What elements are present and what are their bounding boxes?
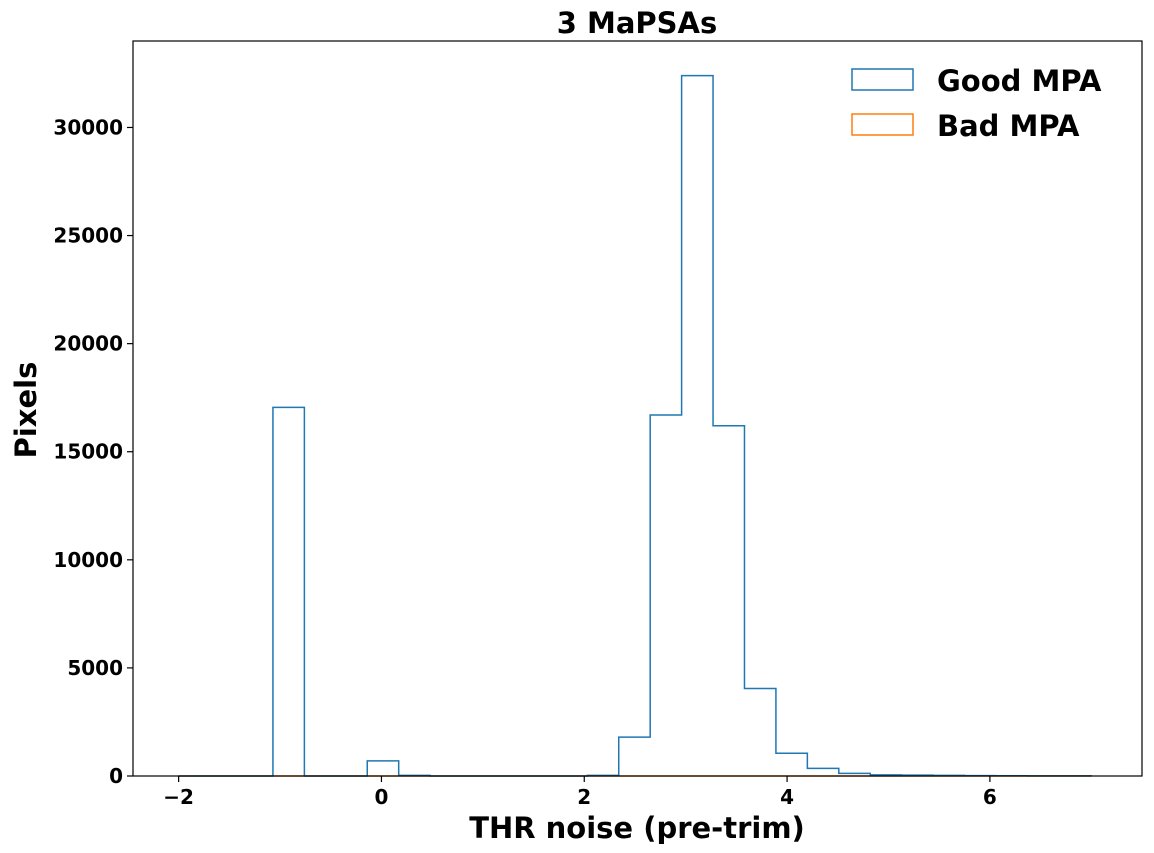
plot-frame xyxy=(132,40,1143,777)
x-tick-label: 6 xyxy=(983,785,997,809)
x-tick-label: 2 xyxy=(577,785,591,809)
y-tick-label: 15000 xyxy=(53,440,123,464)
y-axis: 0 5000 10000 15000 20000 25000 30000 xyxy=(53,115,133,788)
chart-title: 3 MaPSAs xyxy=(557,6,718,40)
x-tick-label: −2 xyxy=(163,785,194,809)
y-tick-label: 30000 xyxy=(53,115,123,139)
legend-label-2: Bad MPA xyxy=(937,109,1080,143)
legend-label-1: Good MPA xyxy=(937,64,1102,98)
y-tick-label: 5000 xyxy=(67,656,123,680)
legend-swatch-2 xyxy=(851,113,914,136)
series-1-step-outline xyxy=(178,74,1093,777)
x-tick-label: 0 xyxy=(374,785,388,809)
plot-area xyxy=(178,74,1093,777)
x-axis-label: THR noise (pre-trim) xyxy=(469,811,805,845)
y-axis-label: Pixels xyxy=(9,362,43,459)
y-tick-label: 25000 xyxy=(53,224,123,248)
legend-swatch-1 xyxy=(851,68,914,91)
x-axis: −2 0 2 4 6 xyxy=(163,776,997,809)
y-tick-label: 20000 xyxy=(53,332,123,356)
y-tick-label: 0 xyxy=(109,764,123,788)
legend: Good MPA Bad MPA xyxy=(851,64,1102,143)
y-tick-label: 10000 xyxy=(53,548,123,572)
x-tick-label: 4 xyxy=(780,785,794,809)
